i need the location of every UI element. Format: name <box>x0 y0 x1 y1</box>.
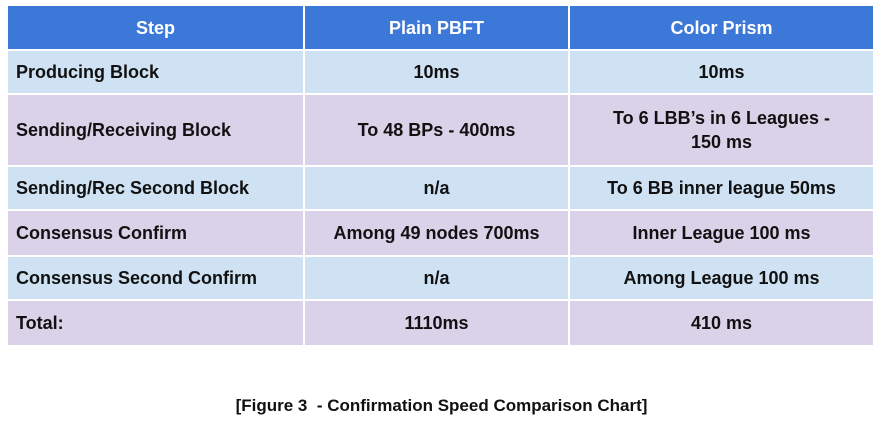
step-cell: Producing Block <box>6 49 305 95</box>
step-cell: Sending/Rec Second Block <box>6 165 305 211</box>
color-prism-cell: 410 ms <box>568 299 875 347</box>
color-prism-cell: Among League 100 ms <box>568 255 875 301</box>
comparison-table: Step Plain PBFT Color Prism Producing Bl… <box>6 4 875 347</box>
table-row: Consensus Second Confirm n/a Among Leagu… <box>6 255 875 301</box>
color-prism-cell: Inner League 100 ms <box>568 209 875 257</box>
step-cell: Consensus Second Confirm <box>6 255 305 301</box>
plain-pbft-cell: 1110ms <box>303 299 570 347</box>
table-header-row: Step Plain PBFT Color Prism <box>6 4 875 51</box>
header-step: Step <box>6 4 305 51</box>
plain-pbft-cell: n/a <box>303 255 570 301</box>
table-row: Total: 1110ms 410 ms <box>6 299 875 347</box>
header-color-prism: Color Prism <box>568 4 875 51</box>
step-cell: Sending/Receiving Block <box>6 93 305 167</box>
table-row: Sending/Rec Second Block n/a To 6 BB inn… <box>6 165 875 211</box>
plain-pbft-cell: Among 49 nodes 700ms <box>303 209 570 257</box>
color-prism-cell: 10ms <box>568 49 875 95</box>
plain-pbft-cell: To 48 BPs - 400ms <box>303 93 570 167</box>
table-row: Producing Block 10ms 10ms <box>6 49 875 95</box>
table-row: Consensus Confirm Among 49 nodes 700ms I… <box>6 209 875 257</box>
step-cell: Consensus Confirm <box>6 209 305 257</box>
color-prism-cell: To 6 LBB’s in 6 Leagues - 150 ms <box>568 93 875 167</box>
figure-caption: [Figure 3 - Confirmation Speed Compariso… <box>235 396 648 415</box>
color-prism-cell: To 6 BB inner league 50ms <box>568 165 875 211</box>
plain-pbft-cell: n/a <box>303 165 570 211</box>
table-row: Sending/Receiving Block To 48 BPs - 400m… <box>6 93 875 167</box>
plain-pbft-cell: 10ms <box>303 49 570 95</box>
step-cell: Total: <box>6 299 305 347</box>
header-plain-pbft: Plain PBFT <box>303 4 570 51</box>
